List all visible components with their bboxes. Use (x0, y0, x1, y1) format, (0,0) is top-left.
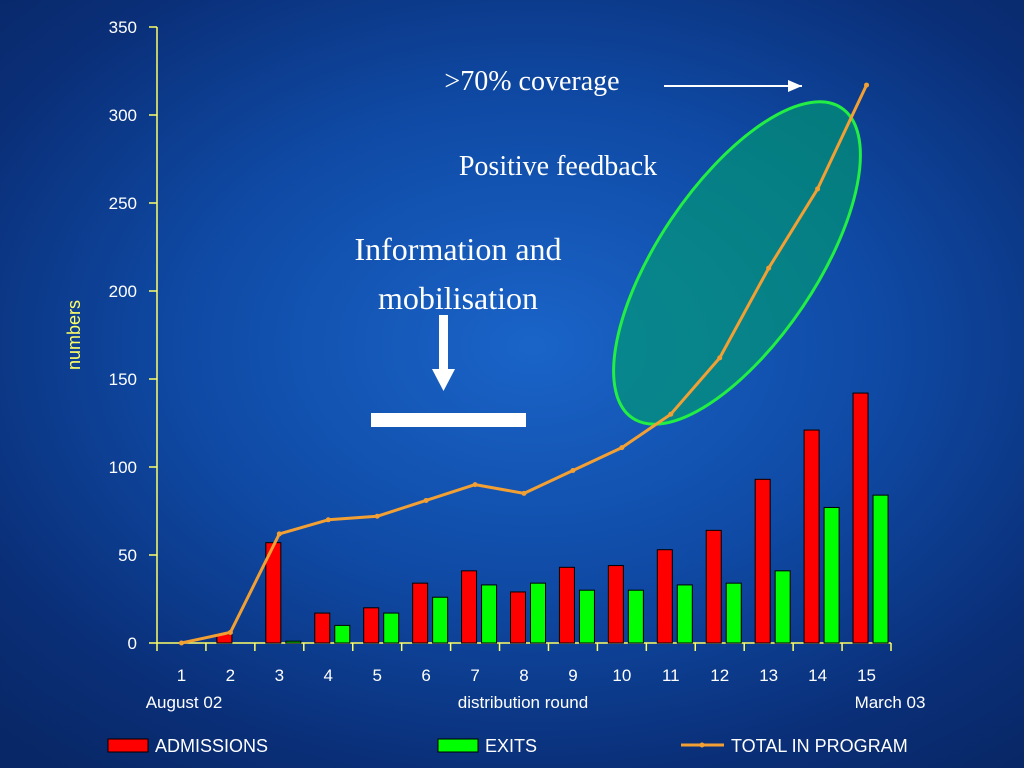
positive-feedback-ellipse (612, 100, 862, 426)
admissions-bar (754, 478, 771, 644)
legend-exits-label: EXITS (485, 736, 537, 756)
x-tick-label: 7 (470, 666, 479, 685)
y-tick-label: 100 (109, 458, 137, 477)
positive-feedback-annotation: Positive feedback (459, 151, 657, 182)
y-tick-label: 250 (109, 194, 137, 213)
total-in-program-point (815, 186, 821, 192)
bars (216, 392, 889, 644)
legend-exits-swatch (437, 738, 479, 753)
information-period-bar (371, 413, 526, 427)
y-tick-label: 0 (128, 634, 137, 653)
x-axis-label: distribution round (458, 693, 588, 712)
information-annotation-line1: Information and (354, 231, 561, 267)
y-axis-label: numbers (64, 300, 84, 370)
x-tick-labels: 1 2 3 4 5 6 7 8 9 10 11 12 13 14 15 (177, 666, 876, 685)
x-tick-label: 13 (759, 666, 778, 685)
y-tick-label: 350 (109, 18, 137, 37)
legend-admissions-swatch (107, 738, 149, 753)
exits-bar (530, 582, 546, 644)
total-in-program-line-group (178, 82, 870, 646)
exits-bar (334, 624, 351, 644)
admissions-bar (705, 529, 722, 644)
total-in-program-point (178, 640, 184, 646)
total-in-program-point (325, 517, 331, 523)
exits-bar (676, 584, 693, 644)
total-in-program-point (619, 445, 625, 451)
legend-total-label: TOTAL IN PROGRAM (731, 736, 908, 756)
x-tick-label: 14 (808, 666, 827, 685)
admissions-bar (412, 582, 429, 644)
y-tick-label: 50 (118, 546, 137, 565)
x-tick-label: 15 (857, 666, 876, 685)
total-in-program-point (472, 482, 478, 488)
admissions-bar (803, 429, 820, 644)
total-in-program-point (227, 629, 233, 635)
exits-bar (872, 494, 889, 644)
y-tick-label: 200 (109, 282, 137, 301)
x-start-label: August 02 (146, 693, 223, 712)
x-tick-label: 12 (710, 666, 729, 685)
admissions-bar (314, 612, 331, 644)
y-tick-label: 150 (109, 370, 137, 389)
admissions-bar (656, 549, 673, 644)
exits-bar (383, 612, 400, 644)
coverage-annotation: >70% coverage (444, 66, 619, 97)
exits-bar (481, 584, 498, 644)
total-in-program-point (864, 82, 870, 88)
exits-bar (823, 506, 840, 644)
total-in-program-point (668, 411, 674, 417)
admissions-bar (363, 607, 380, 644)
admissions-bar (510, 591, 526, 644)
exits-bar (627, 589, 644, 644)
exits-bar (725, 582, 742, 644)
x-tick-label: 6 (421, 666, 430, 685)
total-in-program-point (521, 490, 527, 496)
total-in-program-point (374, 513, 380, 519)
x-tick-label: 11 (662, 666, 680, 685)
exits-bar (774, 570, 791, 644)
x-tick-label: 4 (324, 666, 333, 685)
x-tick-label: 8 (519, 666, 528, 685)
x-tick-label: 2 (226, 666, 235, 685)
legend-total-marker (699, 742, 705, 748)
admissions-bar (461, 570, 478, 644)
legend: ADMISSIONS EXITS TOTAL IN PROGRAM (107, 736, 908, 756)
x-tick-label: 9 (568, 666, 577, 685)
x-tick-label: 3 (275, 666, 284, 685)
total-in-program-point (276, 531, 282, 537)
x-tick-label: 5 (372, 666, 381, 685)
x-tick-label: 1 (177, 666, 186, 685)
total-in-program-point (717, 355, 723, 361)
down-arrow-icon (432, 315, 455, 391)
admissions-bar (852, 392, 869, 644)
x-end-label: March 03 (855, 693, 926, 712)
legend-admissions-label: ADMISSIONS (155, 736, 268, 756)
admissions-bar (607, 565, 624, 644)
total-in-program-point (570, 468, 576, 474)
information-annotation-line2: mobilisation (378, 280, 538, 316)
exits-bar (285, 640, 302, 644)
y-tick-label: 300 (109, 106, 137, 125)
exits-bar (432, 596, 449, 644)
exits-bar (578, 589, 595, 644)
x-tick-label: 10 (612, 666, 631, 685)
admissions-bar (558, 566, 575, 644)
total-in-program-point (766, 265, 772, 271)
total-in-program-point (423, 497, 429, 503)
y-tick-labels: 0 50 100 150 200 250 300 350 (109, 18, 137, 653)
